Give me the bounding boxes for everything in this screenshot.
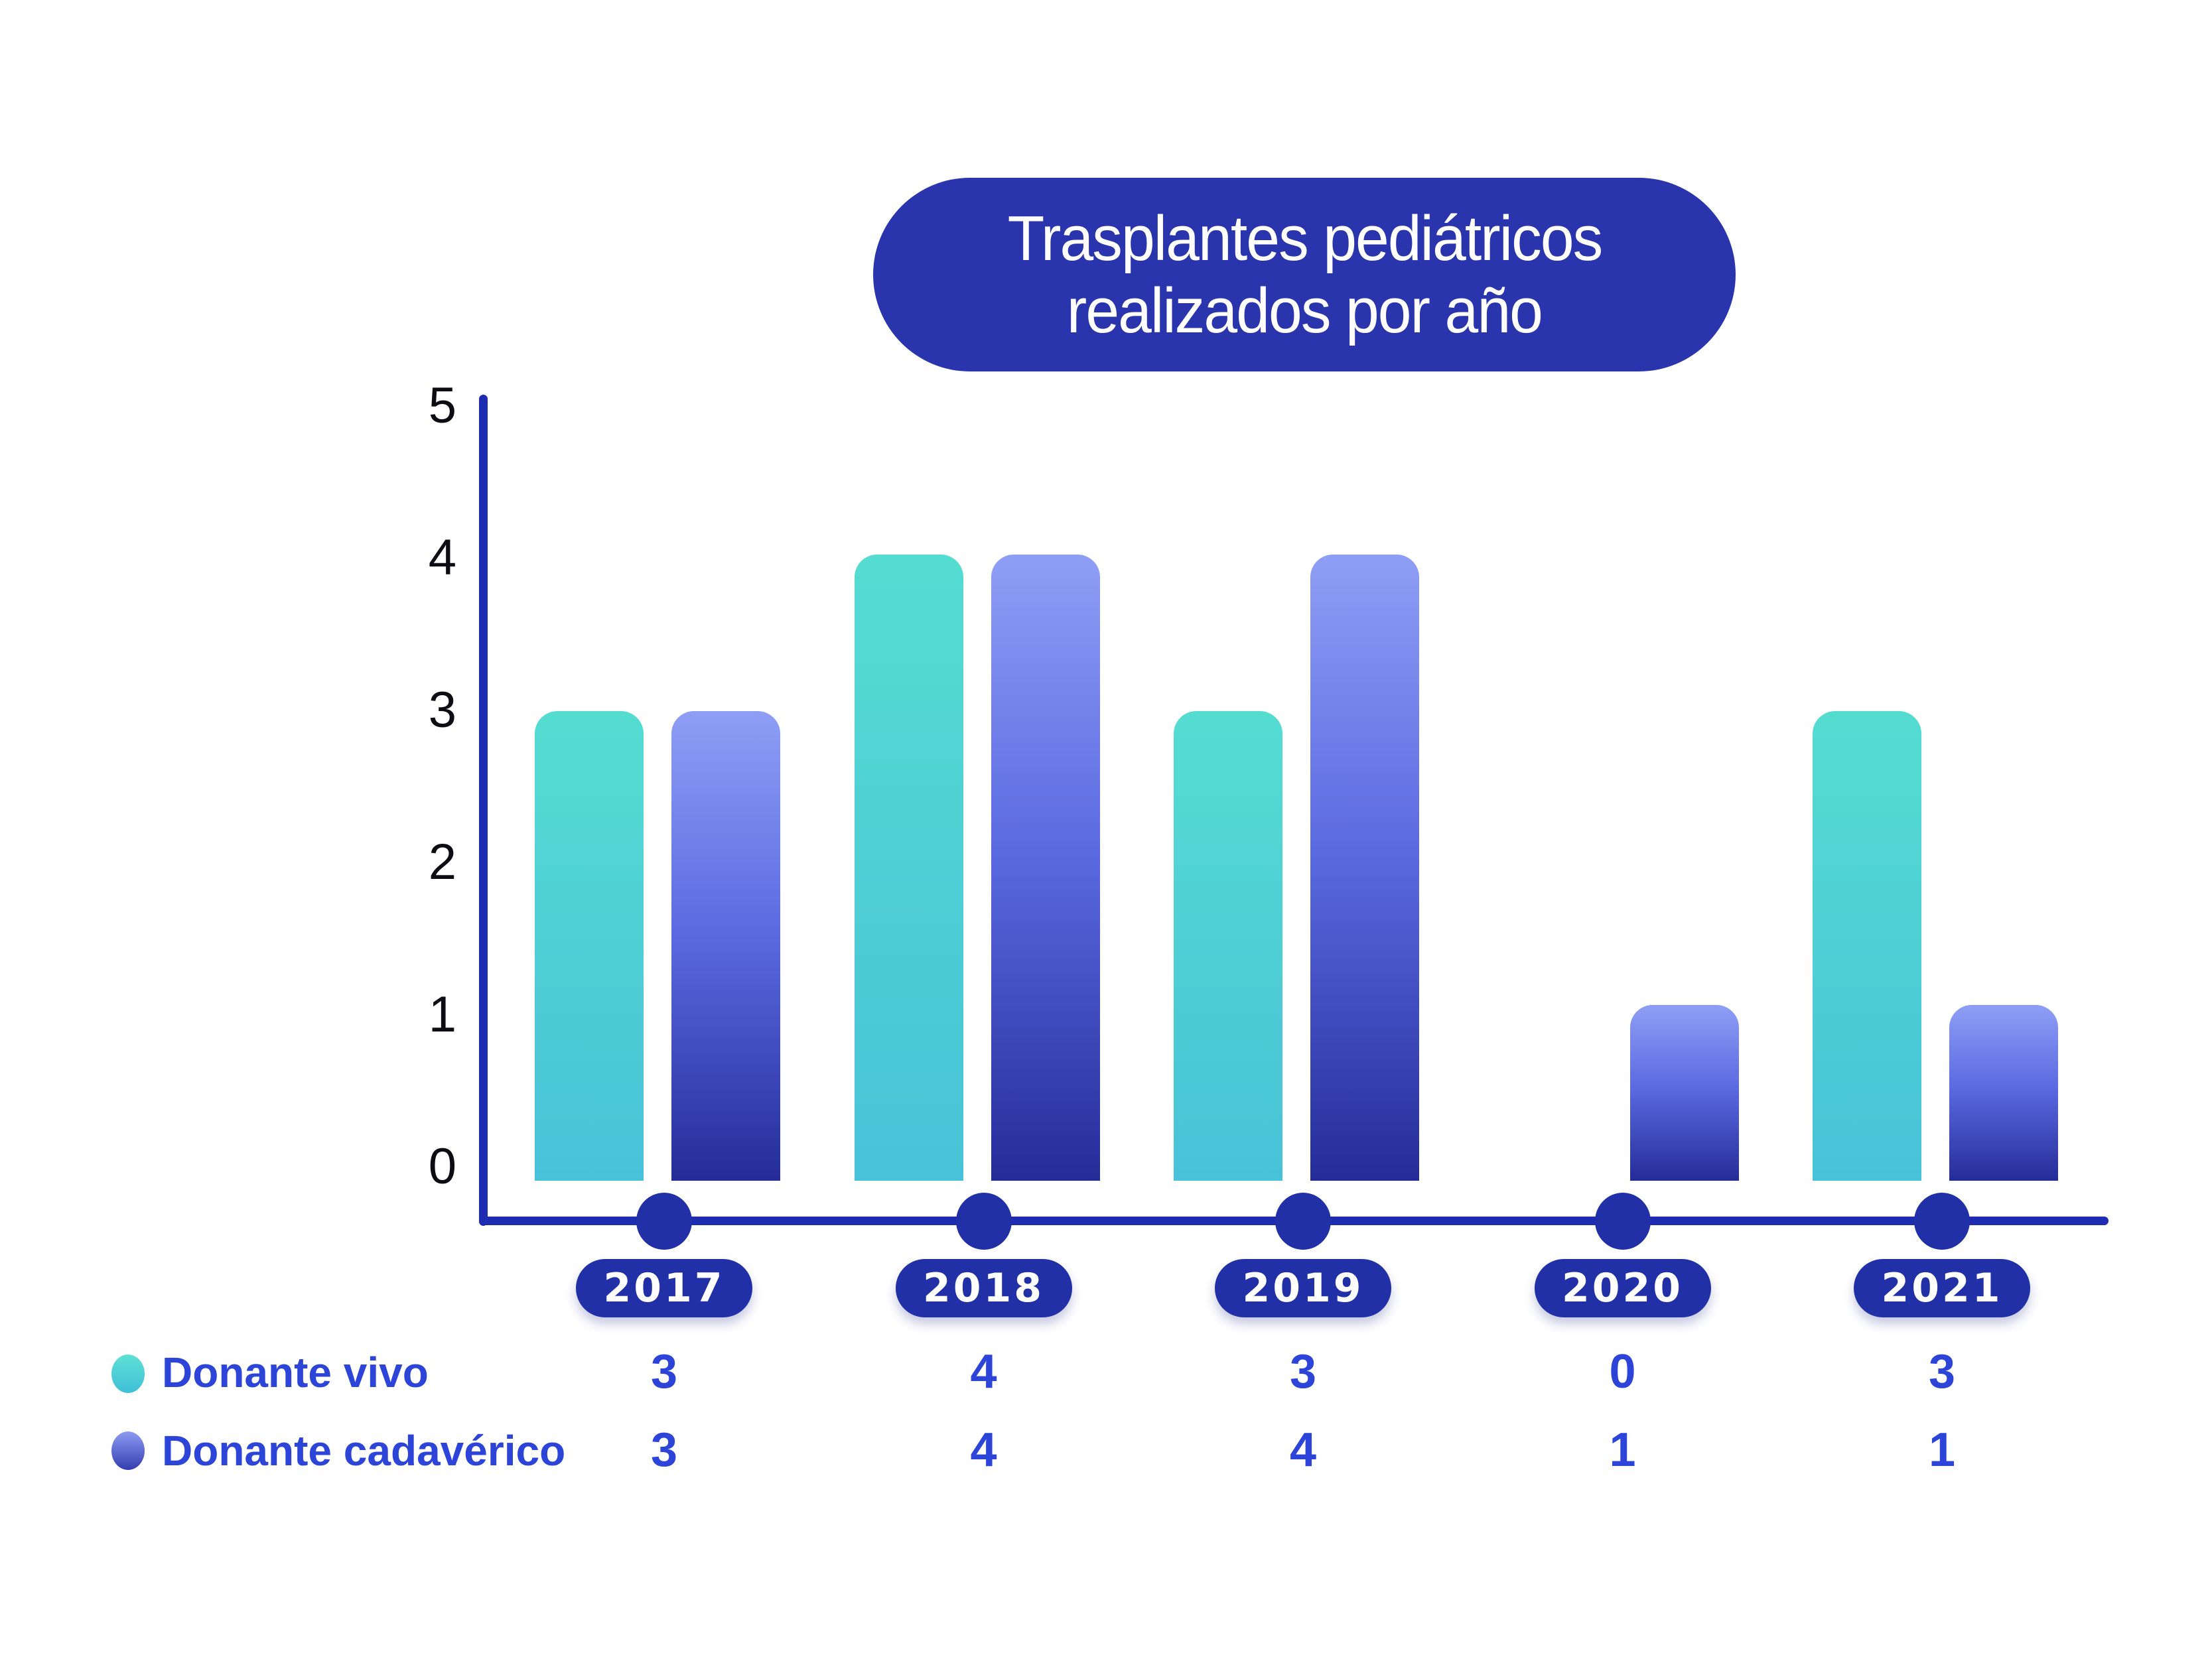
- value-vivo-2018: 4: [970, 1345, 997, 1398]
- year-label-2018: 2018: [923, 1265, 1044, 1311]
- year-label-2019: 2019: [1242, 1265, 1364, 1311]
- value-cadaverico-2018: 4: [970, 1424, 997, 1477]
- value-cadaverico-2019: 4: [1289, 1424, 1317, 1477]
- bar-cadaverico-2021: [1949, 1005, 2058, 1181]
- bar-cadaverico-2019: [1310, 555, 1419, 1181]
- legend-label-vivo: Donante vivo: [162, 1349, 429, 1396]
- legend-swatch-cadaverico-icon: [111, 1431, 145, 1470]
- year-pill-2019: 2019: [1215, 1259, 1391, 1317]
- bar-vivo-2019: [1174, 711, 1282, 1181]
- bar-cadaverico-2020: [1629, 1005, 1739, 1181]
- year-pill-2018: 2018: [895, 1259, 1072, 1317]
- year-pill-2017: 2017: [576, 1259, 752, 1317]
- y-tick-label-1: 1: [428, 986, 458, 1043]
- chart-title-line-2: realizados por año: [1066, 275, 1543, 346]
- legend-label-cadaverico: Donante cadavérico: [162, 1427, 566, 1475]
- year-label-2021: 2021: [1881, 1265, 2003, 1311]
- axis-dot-2019: [1275, 1193, 1331, 1250]
- axis-dot-2020: [1594, 1193, 1651, 1250]
- value-cadaverico-2021: 1: [1928, 1424, 1956, 1477]
- y-tick-label-3: 3: [428, 681, 458, 738]
- chart-title-line-1: Trasplantes pediátricos: [1007, 203, 1603, 274]
- chart-title-pill: Trasplantes pediátricos realizados por a…: [873, 178, 1736, 371]
- value-cadaverico-2017: 3: [650, 1424, 678, 1477]
- y-tick-label-0: 0: [428, 1138, 458, 1195]
- y-tick-label-2: 2: [428, 834, 458, 891]
- year-pill-2020: 2020: [1534, 1259, 1711, 1317]
- legend-swatch-vivo-icon: [111, 1355, 145, 1393]
- axis-dot-2017: [636, 1193, 692, 1250]
- value-vivo-2021: 3: [1928, 1345, 1956, 1398]
- axis-dot-2021: [1914, 1193, 1970, 1250]
- value-vivo-2019: 3: [1289, 1345, 1317, 1398]
- bar-cadaverico-2018: [991, 555, 1100, 1181]
- value-vivo-2020: 0: [1609, 1345, 1636, 1398]
- y-tick-label-4: 4: [428, 529, 458, 586]
- bar-vivo-2017: [535, 711, 644, 1181]
- y-tick-label-5: 5: [428, 377, 458, 434]
- year-label-2020: 2020: [1562, 1265, 1683, 1311]
- y-axis-line: [479, 395, 488, 1226]
- year-label-2017: 2017: [603, 1265, 725, 1311]
- value-cadaverico-2020: 1: [1609, 1424, 1636, 1477]
- value-vivo-2017: 3: [650, 1345, 678, 1398]
- bar-cadaverico-2017: [671, 711, 780, 1181]
- bar-vivo-2018: [854, 555, 963, 1181]
- axis-dot-2018: [955, 1193, 1012, 1250]
- year-pill-2021: 2021: [1854, 1259, 2030, 1317]
- bar-vivo-2021: [1813, 711, 1921, 1181]
